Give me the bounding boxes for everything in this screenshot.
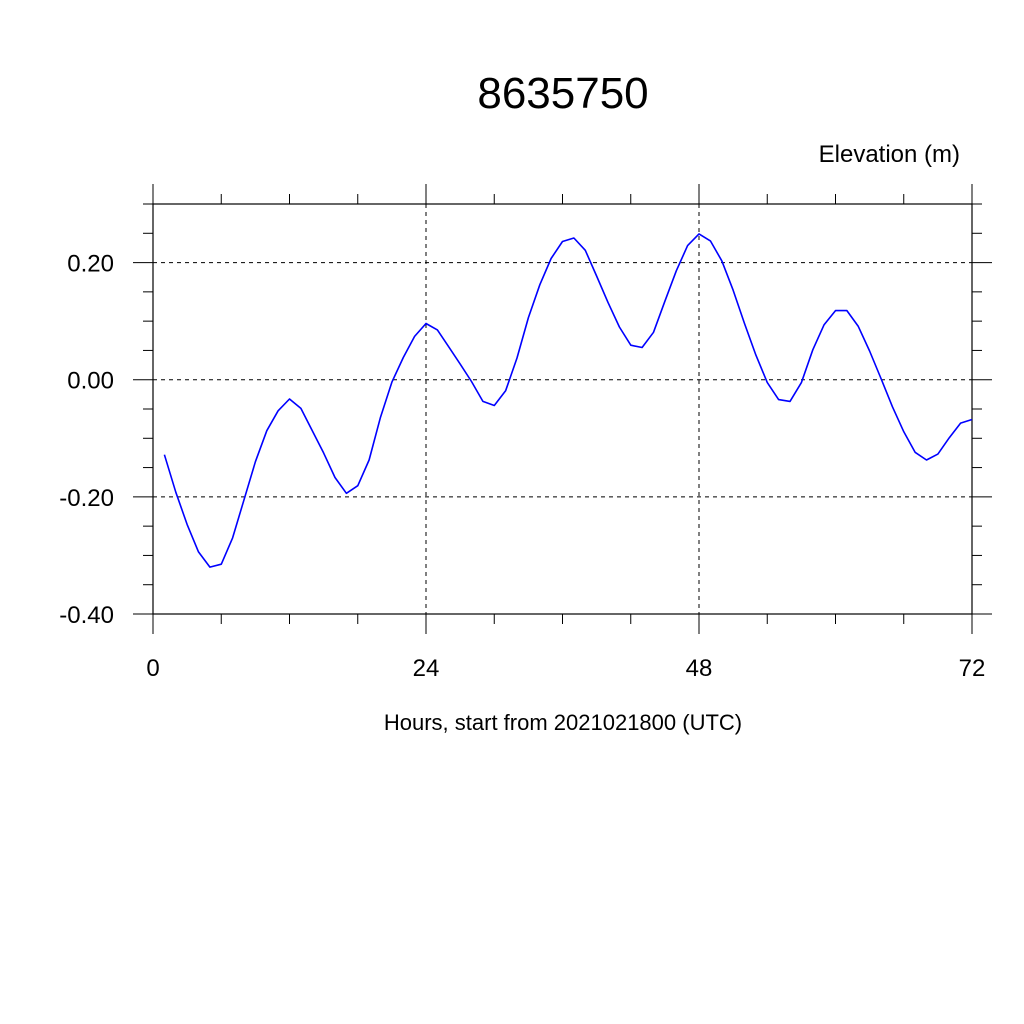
chart-title: 8635750 [477,69,648,118]
y-tick-label: -0.20 [59,485,114,512]
x-tick-label: 48 [686,655,713,682]
x-tick-label: 24 [413,655,440,682]
y-tick-label: -0.40 [59,602,114,629]
y-tick-label: 0.00 [67,368,114,395]
tick-labels: 0 24 48 72 -0.40 -0.20 0.00 0.20 [59,251,985,682]
axis-ticks [133,184,992,634]
y-tick-label: 0.20 [67,251,114,278]
x-axis-label: Hours, start from 2021021800 (UTC) [384,710,742,735]
y-axis-label: Elevation (m) [819,141,960,168]
grid-lines [153,204,972,614]
series-layer [163,233,973,568]
x-tick-label: 0 [146,655,159,682]
x-tick-label: 72 [959,655,986,682]
series-line [163,233,973,568]
